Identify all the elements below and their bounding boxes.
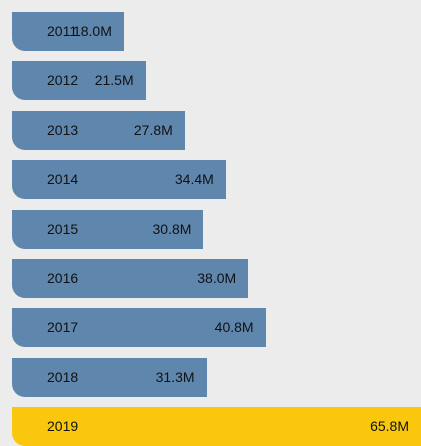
value-label: 40.8M — [214, 319, 254, 336]
category-label: 2017 — [47, 319, 79, 336]
category-label: 2016 — [47, 270, 79, 286]
value-label: 30.8M — [152, 220, 192, 237]
category-label: 2015 — [47, 220, 79, 237]
bar-2017: 2017 40.8M — [12, 308, 266, 348]
value-label: 34.4M — [174, 171, 214, 188]
bar-2016: 2016 38.0M — [12, 259, 249, 298]
value-label: 65.8M — [370, 418, 409, 435]
category-label: 2011 — [47, 23, 78, 39]
value-label: 38.0M — [197, 270, 237, 286]
bar-2013: 2013 27.8M — [12, 110, 185, 150]
value-label: 31.3M — [155, 368, 195, 385]
bar-2014: 2014 34.4M — [12, 160, 226, 200]
category-label: 2019 — [47, 418, 79, 435]
value-label: 21.5M — [94, 72, 134, 89]
bar-2012: 2012 21.5M — [12, 61, 146, 101]
category-label: 2018 — [47, 368, 79, 385]
value-label: 18.0M — [72, 23, 112, 39]
bar-2015: 2015 30.8M — [12, 209, 204, 249]
bar-2011: 2011 18.0M — [12, 12, 124, 51]
bar-2019: 2019 65.8M — [12, 407, 421, 446]
value-label: 27.8M — [133, 121, 173, 138]
bar-2018: 2018 31.3M — [12, 357, 207, 397]
category-label: 2013 — [47, 121, 79, 138]
category-label: 2012 — [47, 72, 79, 89]
category-label: 2014 — [47, 171, 79, 188]
